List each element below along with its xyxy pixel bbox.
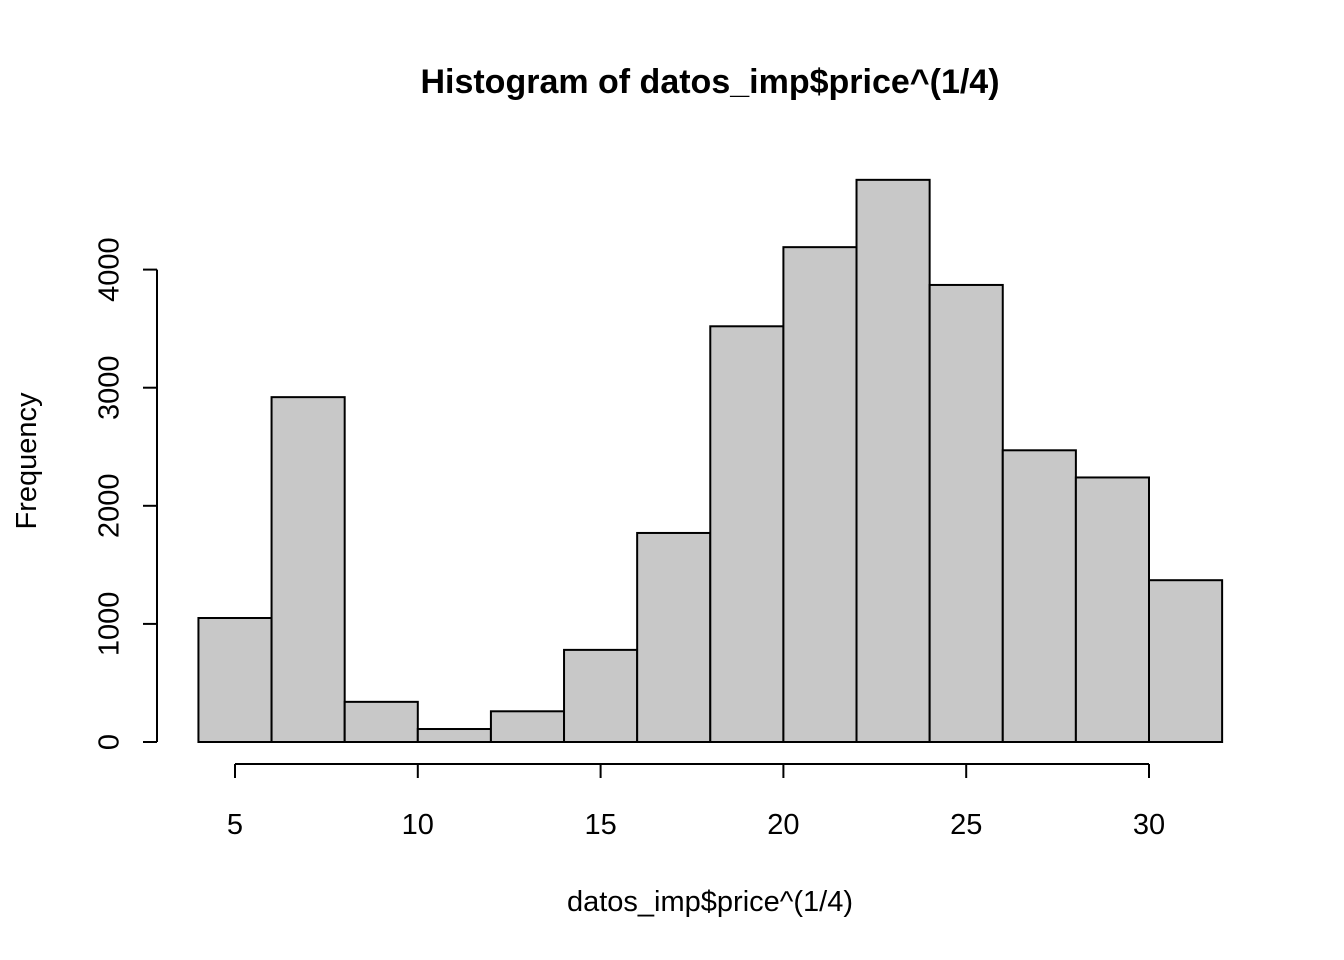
histogram-bar-9 [782, 246, 858, 743]
bars-group [197, 178, 1224, 744]
histogram-bar-1 [197, 617, 273, 743]
chart-title: Histogram of datos_imp$price^(1/4) [420, 63, 999, 101]
histogram-bar-8 [709, 325, 785, 743]
x-tick-label-30: 30 [1133, 809, 1165, 841]
x-axis-label: datos_imp$price^(1/4) [567, 886, 853, 918]
histogram-bar-10 [855, 178, 931, 743]
histogram-bar-3 [343, 700, 419, 743]
histogram-bar-7 [636, 531, 712, 744]
histogram-bar-6 [563, 648, 639, 744]
histogram-bar-4 [416, 728, 492, 744]
y-tick-label-2000: 2000 [94, 474, 126, 539]
y-tick-label-4000: 4000 [94, 237, 126, 302]
histogram-bar-13 [1074, 476, 1151, 743]
x-tick-label-15: 15 [584, 809, 616, 841]
x-tick-label-5: 5 [227, 809, 243, 841]
y-tick-label-1000: 1000 [94, 592, 126, 657]
y-axis: 0 1000 2000 3000 4000 [94, 237, 158, 750]
y-tick-label-0: 0 [94, 734, 126, 750]
histogram-bar-5 [489, 710, 566, 743]
x-axis: 5 10 15 20 25 30 [227, 763, 1165, 841]
x-tick-label-20: 20 [767, 809, 799, 841]
x-tick-label-25: 25 [950, 809, 982, 841]
histogram-bar-14 [1148, 579, 1224, 744]
histogram-bar-2 [270, 396, 346, 743]
y-axis-label: Frequency [11, 392, 43, 530]
histogram-bar-12 [1001, 449, 1077, 743]
y-tick-label-3000: 3000 [94, 355, 126, 420]
x-tick-label-10: 10 [402, 809, 434, 841]
histogram-bar-11 [928, 283, 1004, 743]
